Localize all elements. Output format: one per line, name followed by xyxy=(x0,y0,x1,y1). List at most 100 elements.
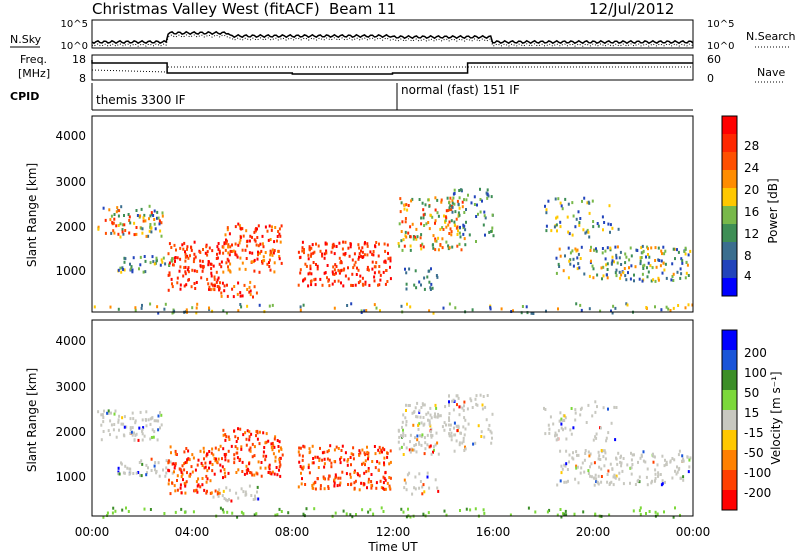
scatter-cell xyxy=(415,443,417,447)
scatter-cell xyxy=(299,268,302,272)
scatter-cell xyxy=(429,413,432,417)
scatter-cell xyxy=(450,208,453,212)
scatter-cell xyxy=(189,254,191,258)
scatter-cell xyxy=(121,266,124,270)
scatter-cell xyxy=(211,469,214,473)
scatter-cell xyxy=(654,246,657,250)
scatter-cell xyxy=(615,274,618,278)
scatter-cell xyxy=(176,479,178,482)
scatter-cell xyxy=(604,451,607,455)
scatter-cell xyxy=(248,290,251,294)
scatter-cell xyxy=(233,461,236,465)
scatter-cell xyxy=(383,456,386,460)
scatter-cell xyxy=(253,285,256,289)
scatter-cell xyxy=(475,394,478,398)
scatter-cell xyxy=(682,459,685,463)
scatter-cell xyxy=(429,286,432,290)
scatter-cell xyxy=(274,513,277,517)
scatter-cell xyxy=(445,240,448,244)
scatter-cell xyxy=(194,468,197,472)
scatter-cell xyxy=(327,485,330,489)
scatter-cell xyxy=(587,200,590,204)
scatter-cell xyxy=(423,403,426,407)
scatter-cell xyxy=(577,262,580,266)
scatter-cell xyxy=(353,252,356,256)
scatter-cell xyxy=(416,415,419,419)
scatter-cell xyxy=(225,261,228,265)
scatter-cell xyxy=(402,431,405,435)
scatter-cell xyxy=(213,472,216,476)
scatter-cell xyxy=(121,416,124,420)
scatter-cell xyxy=(102,430,105,433)
scatter-cell xyxy=(246,288,249,291)
scatter-cell xyxy=(421,492,424,496)
scatter-cell xyxy=(360,481,363,485)
scatter-cell xyxy=(368,283,371,287)
scatter-cell xyxy=(240,445,243,449)
scatter-cell xyxy=(185,308,188,312)
scatter-cell xyxy=(195,488,198,492)
scatter-cell xyxy=(308,271,311,275)
scatter-cell xyxy=(143,434,146,438)
scatter-cell xyxy=(186,458,189,462)
scatter-cell xyxy=(651,479,653,483)
scatter-cell xyxy=(370,480,373,483)
scatter-cell xyxy=(613,473,616,477)
scatter-cell xyxy=(672,272,675,276)
vel-cbar-tick-m100: -100 xyxy=(744,466,771,480)
scatter-cell xyxy=(110,214,113,218)
scatter-cell xyxy=(271,448,274,452)
scatter-cell xyxy=(422,216,425,220)
scatter-cell xyxy=(259,430,261,434)
scatter-cell xyxy=(483,214,486,218)
colorbar-segment xyxy=(722,242,737,261)
scatter-cell xyxy=(436,486,439,490)
scatter-cell xyxy=(580,406,583,410)
scatter-cell xyxy=(548,431,551,435)
scatter-cell xyxy=(187,457,190,461)
scatter-cell xyxy=(240,487,243,491)
scatter-cell xyxy=(439,227,442,231)
scatter-cell xyxy=(560,471,563,475)
scatter-cell xyxy=(402,453,405,456)
scatter-cell xyxy=(160,413,163,417)
scatter-cell xyxy=(662,261,665,265)
scatter-cell xyxy=(366,268,369,271)
scatter-cell xyxy=(401,435,404,438)
scatter-cell xyxy=(165,471,168,475)
scatter-cell xyxy=(208,461,211,465)
scatter-cell xyxy=(405,203,408,207)
scatter-cell xyxy=(422,512,425,516)
scatter-cell xyxy=(236,456,239,460)
scatter-cell xyxy=(465,220,467,224)
scatter-cell xyxy=(458,189,461,192)
scatter-cell xyxy=(209,262,212,266)
scatter-cell xyxy=(624,261,627,265)
scatter-cell xyxy=(217,494,220,498)
scatter-cell xyxy=(597,474,600,478)
scatter-cell xyxy=(323,252,326,256)
scatter-cell xyxy=(400,201,403,205)
scatter-cell xyxy=(328,458,331,462)
scatter-cell xyxy=(149,223,152,226)
scatter-cell xyxy=(278,465,281,469)
cpid-label-normal: normal (fast) 151 IF xyxy=(401,83,520,97)
scatter-cell xyxy=(302,303,305,307)
scatter-cell xyxy=(117,466,120,470)
scatter-cell xyxy=(307,466,310,470)
scatter-cell xyxy=(398,435,401,439)
scatter-cell xyxy=(254,497,257,501)
scatter-cell xyxy=(462,223,465,227)
scatter-cell xyxy=(675,472,678,476)
scatter-cell xyxy=(475,240,477,243)
scatter-cell xyxy=(463,404,465,408)
scatter-cell xyxy=(646,483,649,487)
scatter-cell xyxy=(267,439,270,443)
scatter-cell xyxy=(661,479,664,483)
scatter-cell xyxy=(123,434,126,438)
scatter-cell xyxy=(192,456,195,460)
scatter-cell xyxy=(657,471,660,475)
velocity-panel-frame xyxy=(91,319,694,517)
scatter-cell xyxy=(402,413,405,417)
scatter-cell xyxy=(237,427,239,431)
